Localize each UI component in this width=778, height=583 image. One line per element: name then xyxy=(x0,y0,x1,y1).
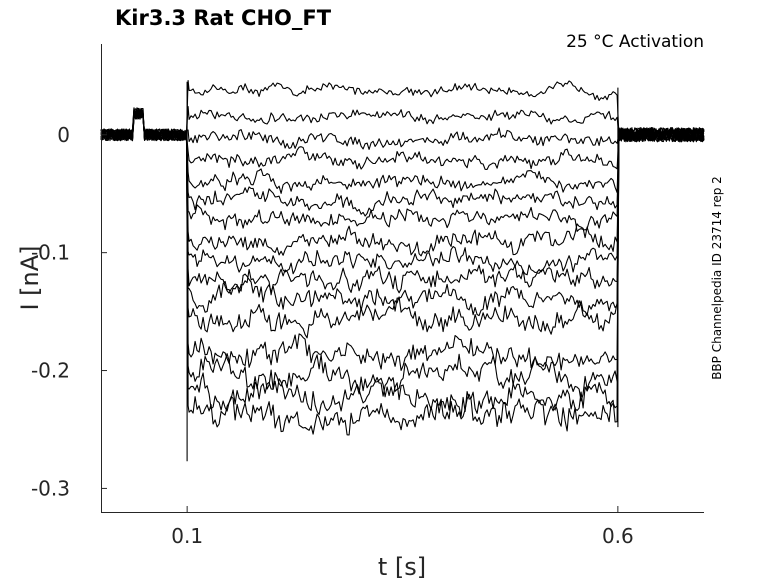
y-ticks-group: 0 -0.1 -0.2 -0.3 xyxy=(31,123,107,500)
y-tick-label: -0.1 xyxy=(31,241,70,265)
y-tick-label: -0.2 xyxy=(31,359,70,383)
y-axis-label: I [nA] xyxy=(16,245,44,310)
chart-subtitle: 25 °C Activation xyxy=(566,32,704,52)
x-ticks-group: 0.1 0.6 xyxy=(171,506,634,548)
chart-title: Kir3.3 Rat CHO_FT xyxy=(115,6,332,30)
side-label: BBP Channelpedia ID 23714 rep 2 xyxy=(710,176,724,380)
current-trace xyxy=(100,110,705,170)
x-tick-label: 0.1 xyxy=(171,524,203,548)
y-tick-label: -0.3 xyxy=(31,476,70,500)
current-trace xyxy=(100,105,705,143)
current-trace xyxy=(100,109,705,232)
current-trace xyxy=(100,109,705,436)
current-trace xyxy=(100,79,705,143)
current-trace xyxy=(100,107,705,417)
x-tick-label: 0.6 xyxy=(602,524,634,548)
traces-group xyxy=(100,79,705,462)
y-tick-label: 0 xyxy=(57,123,70,147)
current-trace xyxy=(100,107,705,194)
current-trace xyxy=(100,107,705,217)
x-axis-label: t [s] xyxy=(378,553,426,581)
